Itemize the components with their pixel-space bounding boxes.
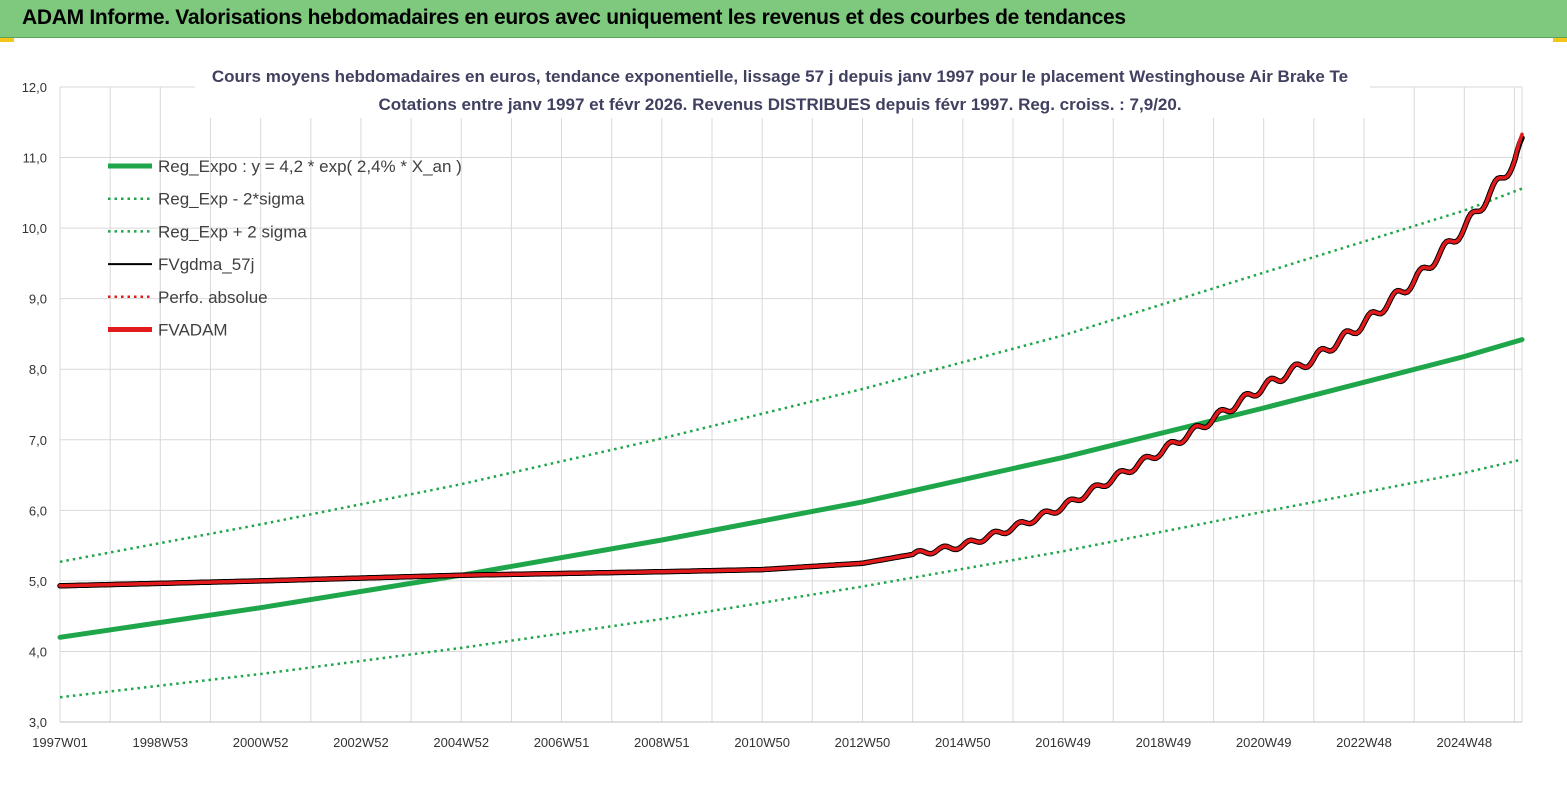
legend-label: Reg_Expo : y = 4,2 * exp( 2,4% * X_an ) bbox=[158, 157, 462, 176]
y-tick-label: 9,0 bbox=[29, 292, 47, 307]
x-tick-label: 2002W52 bbox=[333, 735, 389, 750]
chart-title: Cours moyens hebdomadaires en euros, ten… bbox=[195, 60, 1370, 118]
legend-label: Reg_Exp - 2*sigma bbox=[158, 190, 305, 209]
series-line-reg-expo-y-4-2-exp-2-4-x-an bbox=[57, 337, 1525, 640]
title-background bbox=[195, 60, 1370, 118]
legend-label: Reg_Exp + 2 sigma bbox=[158, 222, 307, 241]
x-tick-label: 2022W48 bbox=[1336, 735, 1392, 750]
x-tick-label: 2006W51 bbox=[534, 735, 590, 750]
x-tick-label: 2014W50 bbox=[935, 735, 991, 750]
legend: Reg_Expo : y = 4,2 * exp( 2,4% * X_an ) R… bbox=[108, 157, 462, 340]
grid bbox=[59, 86, 1523, 723]
x-tick-label: 1998W53 bbox=[132, 735, 188, 750]
y-tick-label: 12,0 bbox=[22, 80, 47, 95]
axes: 3,0 4,0 5,0 6,0 7,0 8,0 9,0 10,0 11,0 12,0 1997W01… bbox=[22, 80, 1522, 750]
x-tick-label: 2000W52 bbox=[233, 735, 289, 750]
x-tick-label: 2004W52 bbox=[433, 735, 489, 750]
y-tick-label: 8,0 bbox=[29, 362, 47, 377]
y-tick-label: 11,0 bbox=[23, 151, 47, 166]
x-tick-label: 2018W49 bbox=[1136, 735, 1192, 750]
page-title: ADAM Informe. Valorisations hebdomadaire… bbox=[22, 6, 1126, 29]
title-banner: ADAM Informe. Valorisations hebdomadaire… bbox=[0, 0, 1567, 38]
y-tick-label: 4,0 bbox=[29, 644, 47, 659]
chart-title-line-1: Cours moyens hebdomadaires en euros, ten… bbox=[212, 67, 1348, 86]
y-tick-label: 6,0 bbox=[29, 503, 47, 518]
x-tick-label: 2010W50 bbox=[734, 735, 790, 750]
corner-marker-left bbox=[0, 38, 14, 42]
x-tick-label: 2020W49 bbox=[1236, 735, 1292, 750]
chart-area: 3,0 4,0 5,0 6,0 7,0 8,0 9,0 10,0 11,0 12,0 1997W01… bbox=[0, 40, 1567, 783]
series-line-fvadam bbox=[58, 132, 1524, 588]
x-tick-label: 1997W01 bbox=[32, 735, 88, 750]
series-line-reg-exp-2-sigma bbox=[59, 187, 1523, 564]
y-tick-label: 3,0 bbox=[29, 715, 47, 730]
x-tick-label: 2024W48 bbox=[1436, 735, 1492, 750]
legend-label: FVADAM bbox=[158, 321, 228, 340]
y-tick-label: 7,0 bbox=[29, 433, 47, 448]
x-tick-label: 2008W51 bbox=[634, 735, 690, 750]
x-tick-label: 2012W50 bbox=[835, 735, 891, 750]
line-chart: 3,0 4,0 5,0 6,0 7,0 8,0 9,0 10,0 11,0 12,0 1997W01… bbox=[22, 60, 1525, 750]
legend-label: FVgdma_57j bbox=[158, 255, 254, 274]
y-tick-label: 5,0 bbox=[29, 574, 47, 589]
corner-marker-right bbox=[1553, 38, 1567, 42]
legend-label: Perfo. absolue bbox=[158, 288, 268, 307]
series bbox=[57, 132, 1525, 699]
chart-title-line-2: Cotations entre janv 1997 et févr 2026. … bbox=[378, 95, 1181, 114]
y-tick-label: 10,0 bbox=[22, 221, 47, 236]
x-tick-label: 2016W49 bbox=[1035, 735, 1091, 750]
